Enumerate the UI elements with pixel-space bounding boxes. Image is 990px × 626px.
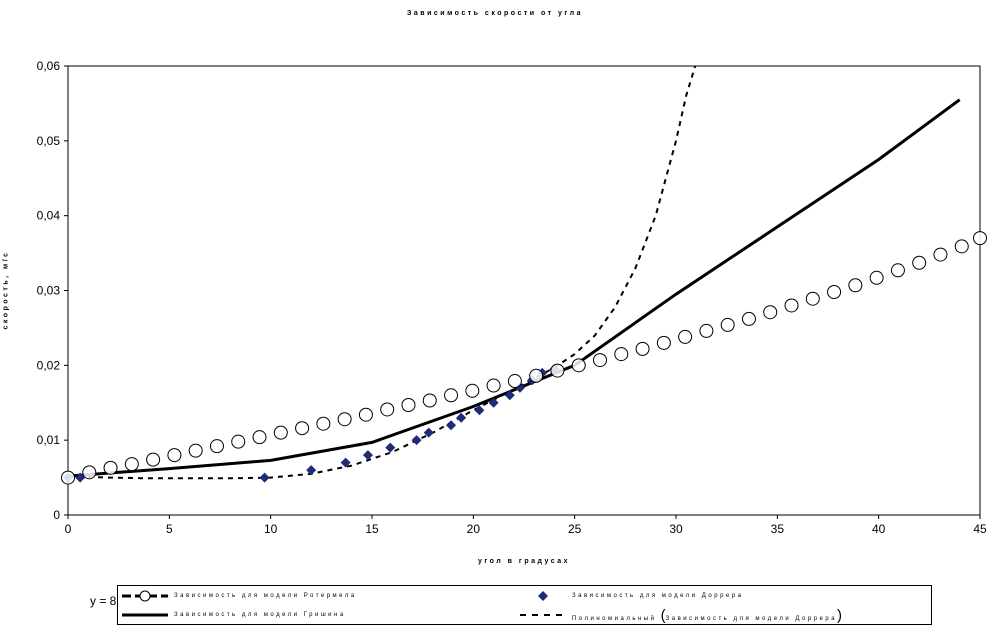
point-rothermel <box>720 317 735 332</box>
series-line-grishin <box>68 98 961 478</box>
x-tick-label: 20 <box>467 522 481 536</box>
series-lines <box>68 66 961 480</box>
point-dorrer <box>259 472 270 483</box>
point-rothermel <box>337 412 352 427</box>
point-rothermel <box>678 329 693 344</box>
point-rothermel <box>146 452 161 467</box>
legend-item-grishin: Зависимость для модели Гришина <box>120 606 346 624</box>
point-rothermel <box>805 291 820 306</box>
point-dorrer <box>75 472 86 483</box>
x-tick-label: 35 <box>771 522 785 536</box>
point-rothermel <box>252 430 267 445</box>
point-rothermel <box>593 353 607 368</box>
point-rothermel <box>550 363 565 378</box>
point-rothermel <box>103 460 118 475</box>
legend-label-dorrer: Зависимость для модели Доррера <box>572 593 744 599</box>
point-rothermel <box>529 368 544 383</box>
point-rothermel <box>656 335 671 350</box>
point-rothermel <box>273 425 288 440</box>
point-dorrer <box>446 420 457 431</box>
point-rothermel <box>188 443 203 458</box>
tick-labels: 0 5 10 15 20 25 30 35 40 45 0 0,01 0,02 0,03 0,04 0,05 0… <box>37 59 987 536</box>
point-dorrer <box>423 427 434 438</box>
legend-label-rothermel: Зависимость для модели Ротермела <box>174 593 357 599</box>
point-rothermel <box>869 270 884 285</box>
point-rothermel <box>912 255 927 270</box>
point-dorrer <box>456 412 467 423</box>
point-rothermel <box>316 416 331 431</box>
point-rothermel <box>635 341 650 356</box>
point-dorrer <box>504 390 515 401</box>
legend-key-diamond <box>538 591 548 601</box>
y-axis-label: скорость, м/с <box>2 250 10 330</box>
point-dorrer <box>488 397 499 408</box>
point-rothermel <box>401 397 416 412</box>
point-dorrer <box>385 442 396 453</box>
point-rothermel <box>358 407 373 422</box>
x-tick-label: 30 <box>669 522 683 536</box>
point-rothermel <box>61 470 75 485</box>
legend-item-dorrer: Зависимость для модели Доррера <box>518 587 743 605</box>
point-rothermel <box>231 434 246 449</box>
point-dorrer <box>411 435 422 446</box>
x-tick-label: 40 <box>872 522 886 536</box>
x-tick-label: 25 <box>568 522 582 536</box>
point-rothermel <box>763 305 778 320</box>
legend-key-solid-line <box>122 613 168 617</box>
x-tick-label: 0 <box>65 522 72 536</box>
y-tick-label: 0,02 <box>37 358 61 372</box>
point-rothermel <box>422 393 437 408</box>
legend-item-rothermel: Зависимость для модели Ротермела <box>120 587 357 605</box>
point-rothermel <box>465 383 480 398</box>
x-tick-label: 5 <box>166 522 173 536</box>
point-rothermel <box>571 358 586 373</box>
y-tick-label: 0,01 <box>37 433 61 447</box>
point-rothermel <box>954 239 969 254</box>
point-dorrer <box>474 405 485 416</box>
point-rothermel <box>827 284 842 299</box>
legend: Зависимость для модели Ротермела Зависим… <box>117 585 932 625</box>
point-rothermel <box>933 247 948 262</box>
y-tick-label: 0 <box>53 508 60 522</box>
plot-area <box>67 65 981 516</box>
y-tick-label: 0,05 <box>37 134 61 148</box>
legend-label-polynomial-prefix: Полиномиальный <box>572 615 657 622</box>
point-rothermel <box>614 347 629 362</box>
x-tick-label: 10 <box>264 522 278 536</box>
point-rothermel <box>741 311 756 326</box>
point-rothermel <box>486 378 501 393</box>
point-rothermel <box>380 402 395 417</box>
y-tick-label: 0,04 <box>37 209 61 223</box>
point-rothermel <box>973 231 987 246</box>
x-axis-label: угол в градусах <box>477 558 571 565</box>
legend-key-open-circle-dashed <box>122 590 168 602</box>
point-rothermel <box>699 323 714 338</box>
legend-item-polynomial: Полиномиальный (Зависимость для модели Д… <box>518 606 842 624</box>
x-tick-label: 45 <box>973 522 987 536</box>
point-dorrer <box>340 457 351 468</box>
point-rothermel <box>167 448 182 463</box>
legend-label-grishin: Зависимость для модели Гришина <box>174 612 346 618</box>
point-rothermel <box>209 439 224 454</box>
y-tick-label: 0,06 <box>37 59 61 73</box>
chart-title: Зависимость скорости от угла <box>407 10 583 17</box>
point-rothermel <box>890 263 905 278</box>
trendline-equation: y = 8 <box>90 594 117 608</box>
legend-label-polynomial-inner: Зависимость для модели Доррера <box>665 615 838 622</box>
y-tick-label: 0,03 <box>37 284 61 298</box>
point-rothermel <box>848 278 863 293</box>
point-rothermel <box>124 457 139 472</box>
point-dorrer <box>362 450 373 461</box>
point-rothermel <box>507 374 522 389</box>
point-rothermel <box>784 298 799 313</box>
legend-key-dashed-line <box>520 614 566 616</box>
point-dorrer <box>306 465 317 476</box>
series-markers <box>61 231 987 485</box>
point-rothermel <box>444 388 459 403</box>
point-rothermel <box>82 465 97 480</box>
legend-label-polynomial: Полиномиальный (Зависимость для модели Д… <box>572 606 843 624</box>
point-rothermel <box>295 421 310 436</box>
x-tick-label: 15 <box>365 522 379 536</box>
